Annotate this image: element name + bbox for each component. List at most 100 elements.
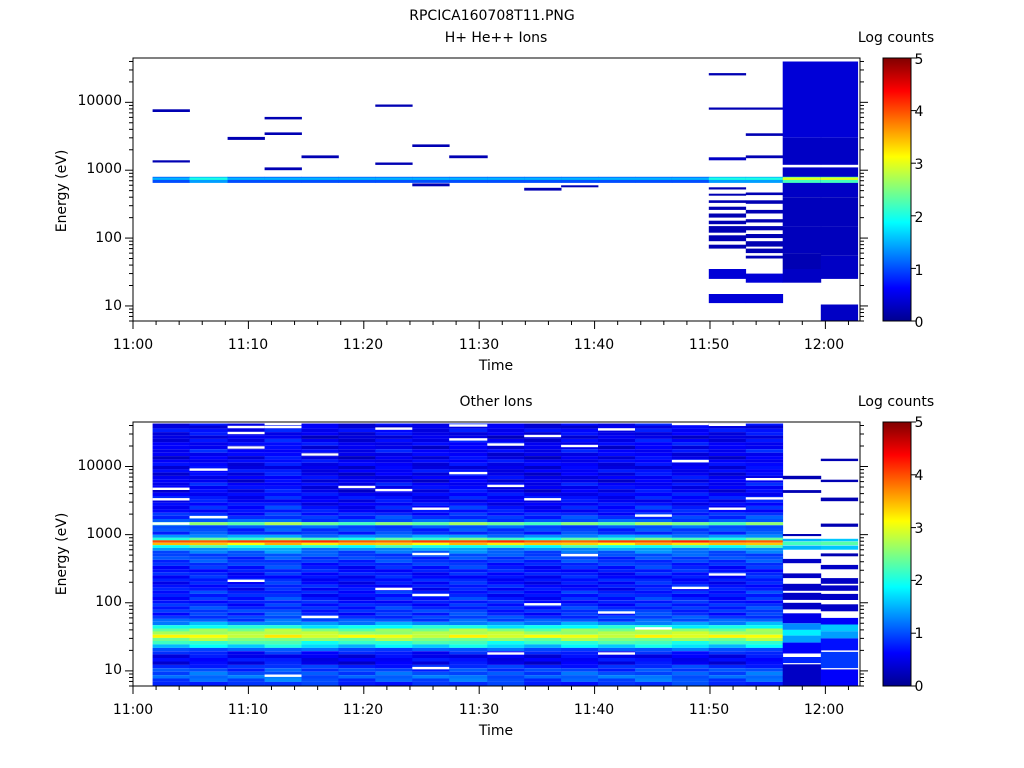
heatmap-cell <box>745 545 784 548</box>
heatmap-cell <box>635 661 673 665</box>
heatmap-cell <box>152 625 190 629</box>
heatmap-cell <box>598 664 636 669</box>
heatmap-cell <box>671 681 710 686</box>
heatmap-cell <box>338 519 376 523</box>
heatmap-cell <box>449 519 488 523</box>
heatmap-cell <box>189 603 228 607</box>
heatmap-cell <box>412 499 450 503</box>
heatmap-cell <box>745 241 784 247</box>
heatmap-cell <box>708 445 747 450</box>
heatmap-cell <box>524 671 562 676</box>
heatmap-cell <box>561 492 599 496</box>
heatmap-cell <box>671 509 710 513</box>
heatmap-cell <box>671 449 710 453</box>
heatmap-cell <box>264 590 302 594</box>
heatmap-cell <box>375 547 413 551</box>
heatmap-cell <box>152 432 190 436</box>
heatmap-cell <box>189 547 228 551</box>
heatmap-cell <box>524 637 562 641</box>
heatmap-cell <box>338 462 376 466</box>
heatmap-cell <box>338 658 376 662</box>
heatmap-cell <box>487 545 525 548</box>
heatmap-cell <box>189 618 228 622</box>
heatmap-cell <box>375 475 413 480</box>
heatmap-cell <box>708 425 747 429</box>
heatmap-cell <box>227 177 265 180</box>
heatmap-cell <box>708 559 747 563</box>
heatmap-cell <box>301 593 339 597</box>
heatmap-cell <box>524 472 562 476</box>
heatmap-cell <box>412 469 450 473</box>
heatmap-cell <box>524 499 562 503</box>
heatmap-cell <box>264 625 302 629</box>
heatmap-cell <box>449 522 488 526</box>
heatmap-cell <box>301 597 339 601</box>
heatmap-cell <box>264 505 302 510</box>
heatmap-cell <box>561 462 599 466</box>
heatmap-cell <box>412 668 450 672</box>
heatmap-cell <box>152 593 190 597</box>
heatmap-cell <box>338 425 376 429</box>
heatmap-cell <box>671 600 710 604</box>
heatmap-cell <box>152 581 190 585</box>
heatmap-cell <box>524 668 562 672</box>
heatmap-cell <box>598 681 636 686</box>
heatmap-cell <box>301 528 339 532</box>
heatmap-cell <box>745 428 784 433</box>
heatmap-cell <box>708 432 747 436</box>
heatmap-cell <box>561 545 599 548</box>
heatmap-cell <box>745 219 784 223</box>
heatmap-cell <box>338 654 376 658</box>
heatmap-cell <box>598 587 636 591</box>
heatmap-cell <box>375 492 413 496</box>
heatmap-cell <box>745 661 784 665</box>
heatmap-cell <box>745 435 784 439</box>
heatmap-cell <box>227 534 265 538</box>
heatmap-cell <box>189 542 228 546</box>
heatmap-cell <box>301 569 339 573</box>
heatmap-cell <box>635 565 673 569</box>
heatmap-cell <box>487 615 525 619</box>
heatmap-cell <box>338 628 376 632</box>
heatmap-cell <box>635 621 673 626</box>
heatmap-cell <box>708 519 747 523</box>
heatmap-cell <box>487 562 525 566</box>
heatmap-cell <box>375 681 413 686</box>
heatmap-cell <box>561 449 599 453</box>
heatmap-cell <box>745 456 784 460</box>
heatmap-cell <box>745 593 784 597</box>
heatmap-cell <box>227 550 265 554</box>
heatmap-cell <box>635 496 673 500</box>
heatmap-cell <box>820 631 859 639</box>
heatmap-cell <box>189 534 228 538</box>
heatmap-cell <box>375 512 413 516</box>
heatmap-cell <box>635 681 673 686</box>
heatmap-cell <box>524 590 562 594</box>
heatmap-cell <box>338 531 376 535</box>
heatmap-cell <box>524 597 562 601</box>
x-tick-label: 11:30 <box>459 702 499 718</box>
heatmap-cell <box>189 612 228 616</box>
heatmap-cell <box>782 664 822 686</box>
heatmap-cell <box>152 671 190 676</box>
heatmap-cell <box>189 654 228 658</box>
heatmap-cell <box>671 515 710 519</box>
heatmap-cell <box>375 562 413 566</box>
heatmap-cell <box>745 499 784 503</box>
heatmap-cell <box>338 569 376 573</box>
heatmap-cell <box>375 442 413 446</box>
heatmap-cell <box>227 615 265 619</box>
heatmap-cell <box>412 603 450 607</box>
heatmap-cell <box>412 547 450 551</box>
heatmap-cell <box>338 565 376 569</box>
heatmap-cell <box>635 456 673 460</box>
heatmap-cell <box>671 603 710 607</box>
heatmap-cell <box>301 485 339 490</box>
heatmap-cell <box>561 593 599 597</box>
panel-title: H+ He++ Ions <box>445 30 548 46</box>
heatmap-cell <box>449 606 488 610</box>
heatmap-cell <box>745 658 784 662</box>
heatmap-cell <box>708 489 747 493</box>
heatmap-cell <box>635 515 673 519</box>
empty-bin <box>412 593 450 597</box>
